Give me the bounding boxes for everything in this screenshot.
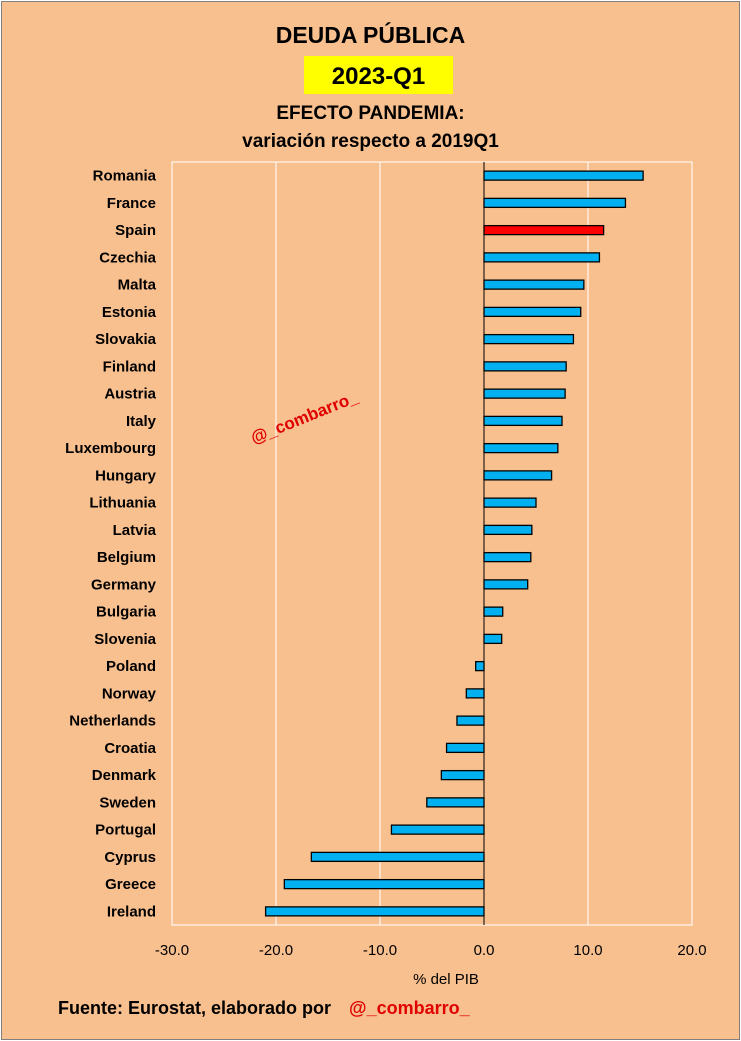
category-label: Belgium <box>97 549 156 566</box>
chart-title: DEUDA PÚBLICA <box>275 22 466 48</box>
bar-luxembourg <box>483 442 559 454</box>
x-tick-label: 10.0 <box>573 942 602 959</box>
category-label: Poland <box>106 658 156 675</box>
x-axis-label: % del PIB <box>413 971 479 988</box>
bar-ireland <box>264 906 485 917</box>
category-label: Cyprus <box>104 849 156 866</box>
category-label: Denmark <box>92 767 157 784</box>
x-tick-label: 0.0 <box>474 942 495 959</box>
bar-denmark <box>440 769 485 781</box>
category-label: Bulgaria <box>96 604 157 621</box>
category-label: Finland <box>103 358 156 375</box>
bar-malta <box>483 279 585 290</box>
period-badge: 2023-Q1 <box>304 56 453 94</box>
bar-bulgaria <box>483 606 504 617</box>
bar-estonia <box>483 306 582 318</box>
bar-lithuania <box>483 497 537 508</box>
plot-area <box>171 161 693 926</box>
category-label: Ireland <box>107 903 156 920</box>
category-label: Latvia <box>113 522 157 539</box>
category-label: Portugal <box>95 822 156 839</box>
bar-netherlands <box>456 715 485 726</box>
bar-hungary <box>483 470 553 481</box>
bar-czechia <box>483 252 601 263</box>
category-label: Estonia <box>102 304 157 321</box>
bar-sweden <box>426 797 485 808</box>
bar-romania <box>483 170 644 181</box>
bar-slovenia <box>483 633 503 645</box>
category-label: Spain <box>115 222 156 239</box>
category-label: Croatia <box>104 740 156 757</box>
bar-slovakia <box>483 333 575 345</box>
category-label: Austria <box>104 386 156 403</box>
category-label: Lithuania <box>89 495 156 512</box>
bar-norway <box>465 688 485 699</box>
category-label: Germany <box>91 576 157 593</box>
bar-cyprus <box>310 851 485 863</box>
x-tick-label: -20.0 <box>259 942 293 959</box>
bar-germany <box>483 579 529 590</box>
bar-croatia <box>445 742 485 754</box>
x-tick-label: -10.0 <box>363 942 397 959</box>
bar-austria <box>483 388 566 399</box>
category-label: Greece <box>105 876 156 893</box>
footer-source: Fuente: Eurostat, elaborado por <box>58 998 332 1018</box>
category-label: Romania <box>93 168 157 185</box>
bar-poland <box>475 660 485 672</box>
category-label: Malta <box>118 277 157 294</box>
x-tick-label: -30.0 <box>155 942 189 959</box>
bar-spain <box>483 224 605 236</box>
category-label: Netherlands <box>69 713 156 730</box>
bar-latvia <box>483 524 533 536</box>
bar-belgium <box>483 551 532 563</box>
category-label: Italy <box>126 413 157 430</box>
category-label: France <box>107 195 156 212</box>
x-tick-label: 20.0 <box>677 942 706 959</box>
bar-portugal <box>390 824 485 835</box>
category-label: Luxembourg <box>65 440 156 457</box>
footer: Fuente: Eurostat, elaborado por @_combarr… <box>58 998 470 1019</box>
bar-greece <box>283 878 485 890</box>
bar-france <box>483 197 627 209</box>
bar-italy <box>483 415 563 427</box>
category-label: Sweden <box>99 794 156 811</box>
category-label: Slovenia <box>94 631 156 648</box>
category-label: Czechia <box>99 249 156 266</box>
category-label: Slovakia <box>95 331 157 348</box>
chart-subtitle-line1: EFECTO PANDEMIA: <box>276 103 465 124</box>
category-label: Hungary <box>95 467 157 484</box>
category-label: Norway <box>102 685 157 702</box>
footer-handle: @_combarro_ <box>349 998 470 1018</box>
bar-finland <box>483 361 567 372</box>
chart-subtitle-line2: variación respecto a 2019Q1 <box>242 131 499 152</box>
